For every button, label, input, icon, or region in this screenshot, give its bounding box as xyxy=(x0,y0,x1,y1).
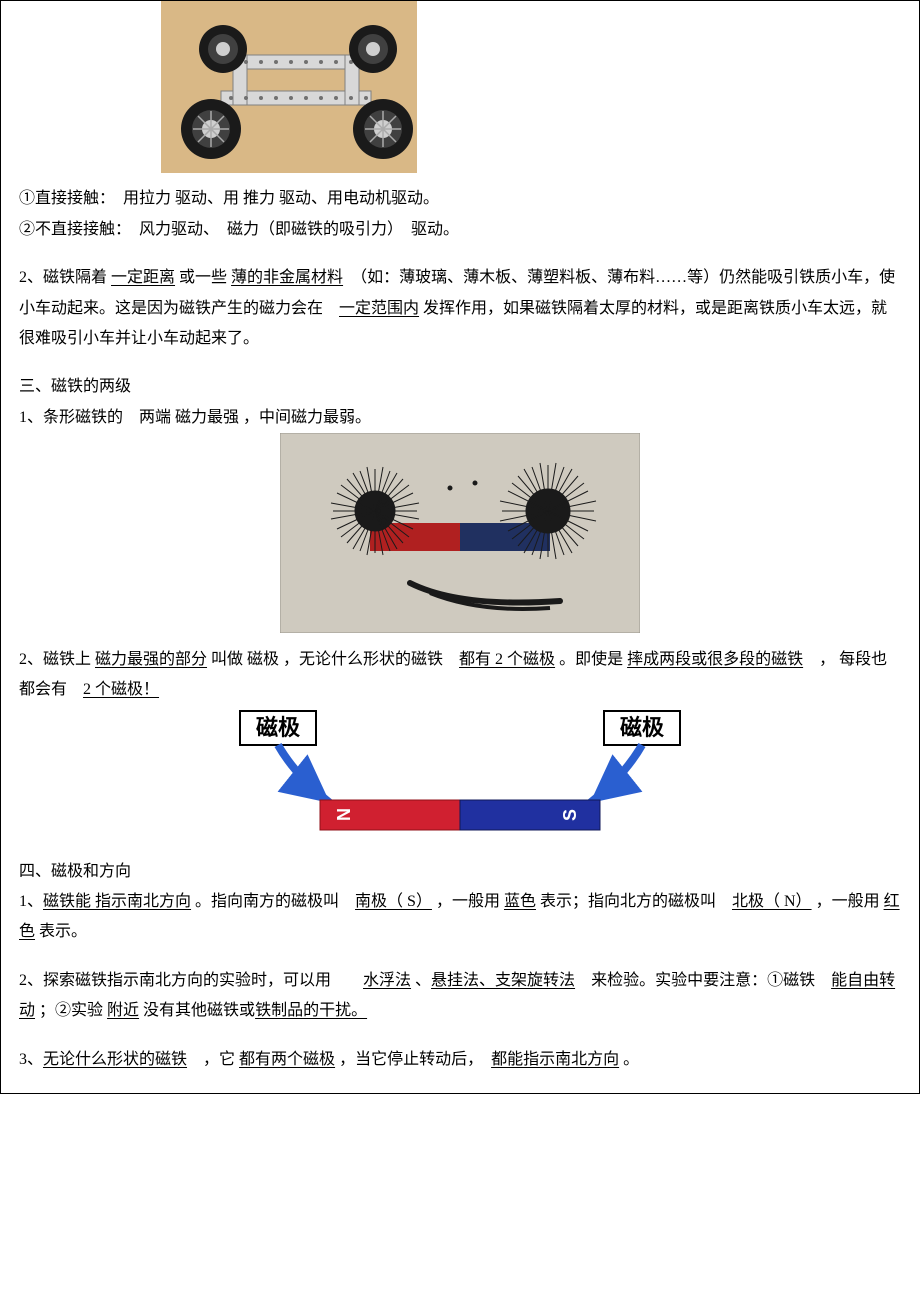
para-contact-direct: ①直接接触： 用拉力 驱动、用 推力 驱动、用电动机驱动。 xyxy=(19,184,901,214)
section-4-p3: 3、无论什么形状的磁铁 ，它 都有两个磁极 ，当它停止转动后， 都能指示南北方向… xyxy=(19,1045,901,1075)
section-3-p2: 2、磁铁上 磁力最强的部分 叫做 磁极 ，无论什么形状的磁铁 都有 2 个磁极 … xyxy=(19,645,901,706)
document-page: ①直接接触： 用拉力 驱动、用 推力 驱动、用电动机驱动。 ②不直接接触： 风力… xyxy=(0,0,920,1094)
image-car xyxy=(161,1,417,173)
para-contact-indirect: ②不直接接触： 风力驱动、 磁力（即磁铁的吸引力） 驱动。 xyxy=(19,215,901,245)
image-poles-wrap: 磁极 磁极 N S xyxy=(19,705,901,856)
pole-label-right: 磁极 xyxy=(620,715,665,740)
svg-text:S: S xyxy=(560,809,580,821)
section-4-p1: 1、磁铁能 指示南北方向 。指向南方的磁极叫 南极（ S） ，一般用 蓝色 表示… xyxy=(19,887,901,948)
image-car-wrap xyxy=(1,1,919,184)
section-4-title: 四、磁极和方向 xyxy=(19,857,901,887)
section-4-p2: 2、探索磁铁指示南北方向的实验时，可以用 水浮法 、悬挂法、支架旋转法 来检验。… xyxy=(19,966,901,1027)
section-3-title: 三、磁铁的两级 xyxy=(19,372,901,402)
image-magnet-poles: 磁极 磁极 N S xyxy=(200,705,720,845)
para-2: 2、磁铁隔着 一定距离 或一些 薄的非金属材料 （如：薄玻璃、薄木板、薄塑料板、… xyxy=(19,263,901,354)
section-3-p1: 1、条形磁铁的 两端 磁力最强 ，中间磁力最弱。 xyxy=(19,403,901,433)
image-iron-filings xyxy=(280,433,640,633)
pole-label-left: 磁极 xyxy=(256,715,301,740)
image-filings-wrap xyxy=(19,433,901,644)
svg-text:N: N xyxy=(334,808,354,821)
